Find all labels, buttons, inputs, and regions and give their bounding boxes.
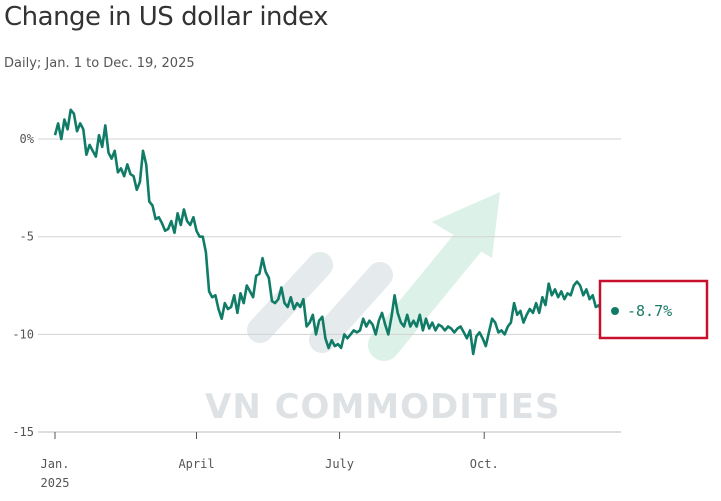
- end-value-callout: -8.7%: [598, 279, 709, 340]
- x-tick-label: Oct.: [470, 457, 499, 471]
- series-line: [53, 108, 608, 356]
- y-tick-label: -5: [20, 230, 34, 244]
- x-tick-label: Jan.: [41, 457, 70, 471]
- y-axis-ticks: 0% -5 -10 -15: [12, 132, 34, 439]
- x-tick-label: April: [178, 457, 214, 471]
- watermark-text: VN COMMODITIES: [205, 387, 560, 427]
- end-value-label: -8.7%: [627, 302, 672, 320]
- chart-title: Change in US dollar index: [4, 2, 328, 32]
- y-tick-label: -10: [12, 327, 34, 341]
- watermark-arrow-logo: [247, 192, 500, 361]
- x-tick-sublabel: 2025: [41, 476, 70, 490]
- chart-subtitle: Daily; Jan. 1 to Dec. 19, 2025: [4, 56, 195, 71]
- y-tick-label: 0%: [20, 132, 35, 146]
- x-tick-label: July: [325, 457, 354, 471]
- watermark: VN COMMODITIES: [205, 192, 560, 427]
- y-tick-label: -15: [12, 425, 34, 439]
- x-axis-ticks: Jan. 2025 April July Oct.: [41, 432, 499, 490]
- grid: [38, 138, 621, 433]
- callout-dot: [611, 307, 619, 315]
